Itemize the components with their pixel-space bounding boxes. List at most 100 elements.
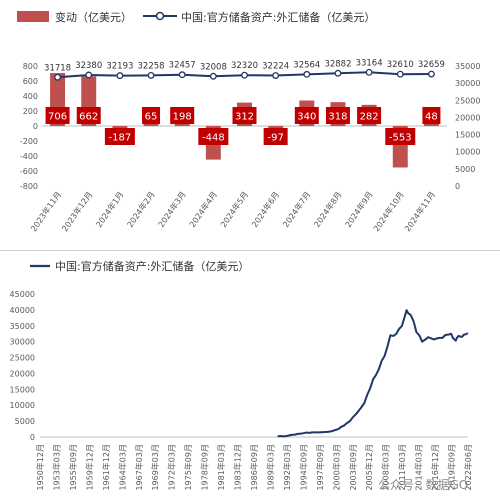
reserves-point bbox=[396, 70, 404, 78]
reserves-value-label: 32659 bbox=[418, 60, 445, 70]
x-axis-tick-label: 1975年09月 bbox=[183, 444, 193, 491]
right-axis-tick-label: 35000 bbox=[455, 62, 480, 71]
change-value-label: 65 bbox=[145, 112, 158, 123]
x-axis-tick-label: 1967年03月 bbox=[134, 444, 144, 491]
x-axis-tick-label: 2024年7月 bbox=[280, 189, 312, 229]
change-value-label-box bbox=[232, 107, 257, 124]
x-axis-tick-label: 1959年12月 bbox=[84, 444, 94, 491]
legend-swatch-bar bbox=[17, 11, 49, 22]
left-axis-tick-label: 800 bbox=[23, 62, 38, 71]
legend-marker-line bbox=[155, 11, 165, 21]
x-axis-tick-label: 1986年09月 bbox=[249, 444, 259, 491]
change-value-label-box bbox=[142, 107, 161, 124]
reserves-value-label: 32457 bbox=[169, 61, 196, 71]
reserves-point bbox=[147, 71, 155, 79]
change-value-label-box bbox=[422, 107, 441, 124]
x-axis-tick-label: 2019年09月 bbox=[447, 444, 457, 491]
reserves-value-label: 32882 bbox=[324, 59, 351, 69]
x-axis-tick-label: 1981年03月 bbox=[216, 444, 226, 491]
x-axis-tick-label: 1953年03月 bbox=[51, 444, 61, 491]
y-axis-tick-label: 20000 bbox=[10, 369, 35, 378]
change-bar bbox=[423, 122, 439, 126]
legend-label-reserves: 中国:官方储备资产:外汇储备（亿美元） bbox=[181, 10, 375, 24]
change-value-label: 706 bbox=[48, 112, 67, 123]
left-axis-tick-label: -600 bbox=[20, 167, 38, 176]
x-axis-tick-label: 2024年8月 bbox=[312, 189, 344, 229]
change-value-label: -448 bbox=[202, 133, 225, 144]
reserves-value-label: 32008 bbox=[200, 62, 227, 72]
x-axis-tick-label: 1955年09月 bbox=[68, 444, 78, 491]
change-value-label-box bbox=[170, 107, 195, 124]
x-axis-tick-label: 1997年09月 bbox=[315, 444, 325, 491]
reserves-history-line-chart: 中国:官方储备资产:外汇储备（亿美元） 0 5000 10000 15000 20000 2… bbox=[10, 259, 473, 491]
x-axis-tick-label: 1983年12月 bbox=[233, 444, 243, 491]
x-axis-tick-label: 2023年12月 bbox=[59, 189, 94, 233]
left-axis-tick-label: 600 bbox=[23, 77, 38, 86]
x-axis-tick-label: 2024年5月 bbox=[218, 189, 250, 229]
x-axis-tick-label: 1992年03月 bbox=[282, 444, 292, 491]
change-value-label: 48 bbox=[425, 112, 438, 123]
reserves-value-label: 33164 bbox=[356, 58, 383, 68]
x-axis-tick-label: 1950年12月 bbox=[35, 444, 45, 491]
y-axis-tick-label: 45000 bbox=[10, 290, 35, 299]
left-axis-tick-label: -200 bbox=[20, 137, 38, 146]
y-axis-tick-label: 25000 bbox=[10, 354, 35, 363]
reserves-point bbox=[272, 72, 280, 79]
change-value-label: 198 bbox=[173, 112, 192, 123]
reserves-point bbox=[241, 71, 248, 79]
change-value-label: 312 bbox=[235, 112, 254, 123]
x-axis-tick-label: 1978年09月 bbox=[200, 444, 210, 491]
y-axis-tick-label: 35000 bbox=[10, 322, 35, 331]
x-axis-tick-label: 2022年06月 bbox=[463, 444, 473, 491]
reserves-value-label: 32564 bbox=[293, 60, 320, 70]
reserves-point bbox=[303, 70, 311, 78]
change-value-label-box bbox=[325, 107, 350, 124]
x-axis-tick-label: 2024年3月 bbox=[156, 189, 188, 229]
x-axis-tick-label: 2003年09月 bbox=[348, 444, 358, 491]
change-value-label: 662 bbox=[79, 112, 98, 123]
right-axis-tick-label: 0 bbox=[455, 182, 460, 191]
x-axis-tick-label: 1989年03月 bbox=[265, 444, 275, 491]
reserves-history-line bbox=[277, 309, 469, 438]
x-axis-tick-label: 2024年4月 bbox=[187, 189, 219, 229]
x-axis-tick-label: 1994年09月 bbox=[298, 444, 308, 491]
reserves-point bbox=[334, 69, 342, 77]
reserves-value-label: 32320 bbox=[231, 61, 258, 71]
x-axis-tick-label: 2024年11月 bbox=[402, 189, 437, 233]
y-axis-tick-label: 10000 bbox=[10, 401, 35, 410]
change-value-label-box bbox=[104, 128, 135, 145]
x-axis-tick-label: 2024年6月 bbox=[249, 189, 281, 229]
change-value-label: 340 bbox=[297, 112, 316, 123]
reserves-value-label: 32610 bbox=[387, 60, 414, 70]
y-axis-tick-label: 40000 bbox=[10, 306, 35, 315]
left-axis-tick-label: -800 bbox=[20, 182, 38, 191]
change-value-label-box bbox=[385, 128, 416, 145]
change-value-label-box bbox=[294, 107, 319, 124]
change-value-label-box bbox=[198, 128, 229, 145]
right-axis-tick-label: 5000 bbox=[455, 165, 475, 174]
change-value-label: 282 bbox=[360, 112, 379, 123]
x-axis-tick-label: 2011年03月 bbox=[397, 444, 407, 491]
reserves-point bbox=[209, 72, 217, 80]
change-value-label: -553 bbox=[389, 133, 412, 144]
change-value-label-box bbox=[263, 128, 288, 145]
reserves-change-combo-chart: 变动（亿美元） 中国:官方储备资产:外汇储备（亿美元） -800 -600 -400 -2… bbox=[17, 10, 480, 233]
left-axis-tick-label: 0 bbox=[33, 122, 38, 131]
reserves-point bbox=[85, 71, 93, 79]
reserves-point bbox=[54, 73, 62, 81]
right-axis-tick-label: 20000 bbox=[455, 113, 480, 122]
x-axis-tick-label: 2005年12月 bbox=[364, 444, 374, 491]
x-axis-tick-label: 2024年2月 bbox=[125, 189, 157, 229]
x-axis-tick-label: 2023年11月 bbox=[28, 189, 63, 233]
reserves-value-label: 32380 bbox=[75, 61, 102, 71]
right-axis-tick-label: 30000 bbox=[455, 79, 480, 88]
x-axis-tick-label: 1972年03月 bbox=[167, 444, 177, 491]
x-axis-tick-label: 2024年1月 bbox=[94, 189, 126, 229]
legend-label-change: 变动（亿美元） bbox=[55, 10, 132, 24]
right-axis-tick-label: 15000 bbox=[455, 131, 480, 140]
x-axis-tick-label: 2024年9月 bbox=[343, 189, 375, 229]
reserves-value-label: 31718 bbox=[44, 63, 71, 73]
reserves-value-label: 32224 bbox=[262, 62, 289, 72]
y-axis-tick-label: 5000 bbox=[15, 417, 35, 426]
legend-label-reserves: 中国:官方储备资产:外汇储备（亿美元） bbox=[55, 259, 249, 273]
